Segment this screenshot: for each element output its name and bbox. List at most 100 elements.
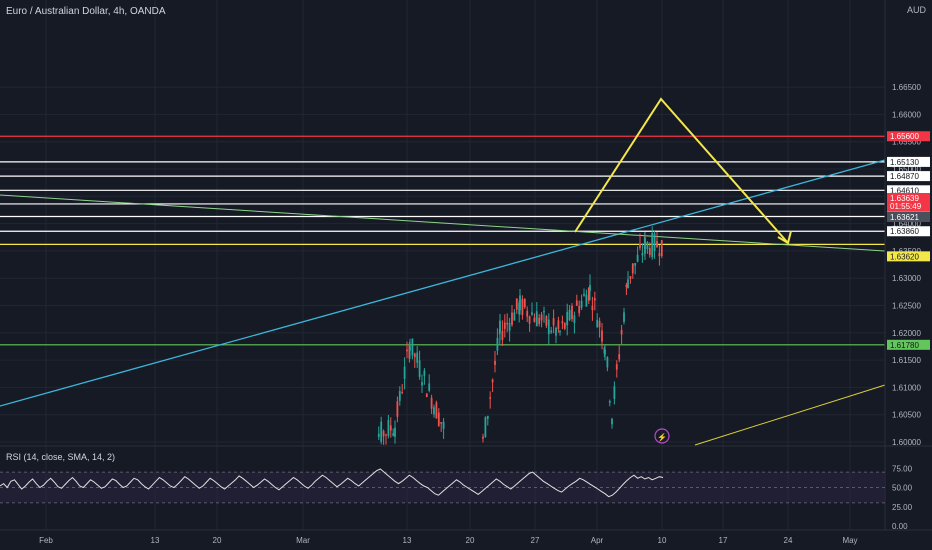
- level-tag-text: 1.63620: [890, 252, 919, 261]
- x-tick-label: Apr: [591, 536, 604, 545]
- candle-body: [435, 402, 438, 419]
- candle-body: [566, 311, 569, 326]
- candle-body: [601, 330, 603, 342]
- level-tag-text: 1.64610: [890, 186, 919, 195]
- candle-body: [425, 393, 428, 398]
- ascending-trendline: [0, 159, 886, 407]
- candle-body: [604, 349, 606, 355]
- candle-body: [653, 233, 656, 251]
- candle-body: [611, 418, 613, 425]
- candle-body: [641, 253, 644, 256]
- x-tick-label: 13: [151, 536, 160, 545]
- y-tick-label: 1.60500: [892, 411, 921, 420]
- candle-body: [627, 279, 629, 288]
- level-tag: [887, 226, 930, 237]
- rsi-tick-label: 50.00: [892, 484, 913, 493]
- level-tag-text: 1.61780: [890, 341, 919, 350]
- level-tag-text: 1.64870: [890, 172, 919, 181]
- y-tick-label: 1.60000: [892, 438, 921, 447]
- candle-body: [533, 317, 536, 323]
- candle-body: [625, 284, 628, 288]
- candle-body: [513, 312, 516, 321]
- level-tag: [887, 185, 930, 196]
- candle-body: [575, 300, 578, 306]
- candle-body: [557, 320, 560, 330]
- x-tick-label: May: [842, 536, 857, 545]
- candle-body: [484, 417, 487, 437]
- candle-body: [571, 305, 573, 320]
- candle-body: [442, 421, 445, 429]
- candle-body: [423, 370, 426, 376]
- level-tag: [887, 339, 930, 350]
- candle-body: [409, 346, 411, 351]
- candle-body: [547, 319, 550, 335]
- candle-body: [623, 312, 625, 322]
- candle-body: [526, 310, 529, 317]
- x-tick-label: 27: [531, 536, 540, 545]
- lower-trendline: [694, 384, 886, 446]
- candle-body: [550, 330, 553, 333]
- descending-trendline: [0, 194, 886, 252]
- candle-body: [531, 312, 533, 315]
- candle-body: [580, 300, 583, 308]
- candle-body: [587, 287, 590, 301]
- x-tick-label: 17: [719, 536, 728, 545]
- candle-body: [394, 427, 396, 437]
- y-tick-label: 1.66500: [892, 83, 921, 92]
- y-tick-label: 1.65000: [892, 165, 921, 174]
- candle-body: [382, 431, 385, 437]
- candle-body: [398, 391, 401, 401]
- candle-body: [639, 243, 641, 248]
- candle-body: [416, 352, 419, 363]
- candle-body: [515, 298, 518, 310]
- level-tag-text: 1.65600: [890, 132, 919, 141]
- candle-body: [563, 323, 566, 329]
- candle-body: [646, 242, 649, 250]
- candle-body: [401, 392, 404, 394]
- rsi-tick-label: 0.00: [892, 522, 908, 531]
- level-tag: [887, 156, 930, 167]
- currency-label: AUD: [906, 5, 926, 15]
- candle-body: [499, 320, 501, 332]
- candle-body: [620, 329, 623, 335]
- current-price-tag-sub: 01:55:49: [890, 202, 922, 211]
- candle-body: [494, 360, 496, 365]
- candle-body: [433, 407, 435, 415]
- rsi-indicator-title[interactable]: RSI (14, close, SMA, 14, 2): [6, 452, 116, 462]
- level-tag-text: 1.63860: [890, 227, 919, 236]
- candle-body: [651, 233, 654, 258]
- candle-body: [503, 322, 506, 329]
- candle-body: [508, 322, 511, 331]
- candle-body: [634, 263, 637, 266]
- candle-body: [629, 276, 632, 279]
- candle-body: [430, 397, 433, 409]
- candle-body: [511, 312, 513, 325]
- candle-body: [593, 298, 596, 301]
- price-tag-gray-text: 1.63621: [890, 213, 919, 222]
- candle-body: [613, 386, 616, 399]
- y-tick-label: 1.62000: [892, 329, 921, 338]
- lightning-icon: [654, 428, 670, 444]
- candle-body: [413, 353, 416, 358]
- candle-body: [615, 364, 618, 370]
- candle-body: [589, 284, 591, 291]
- candle-body: [636, 254, 639, 262]
- y-tick-label: 1.62500: [892, 302, 921, 311]
- candle-body: [535, 311, 538, 327]
- x-tick-label: 24: [784, 536, 793, 545]
- x-tick-label: 13: [403, 536, 412, 545]
- candle-body: [403, 366, 406, 379]
- candle-body: [411, 338, 414, 356]
- candle-body: [598, 320, 601, 328]
- candle-body: [523, 299, 526, 308]
- y-tick-label: 1.64000: [892, 220, 921, 229]
- candle-body: [440, 422, 443, 424]
- candle-body: [658, 253, 661, 257]
- candle-body: [406, 349, 408, 352]
- level-tag: [887, 171, 930, 182]
- candle-body: [380, 421, 383, 442]
- y-tick-label: 1.63000: [892, 274, 921, 283]
- candle-body: [644, 238, 646, 254]
- candle-body: [543, 310, 545, 313]
